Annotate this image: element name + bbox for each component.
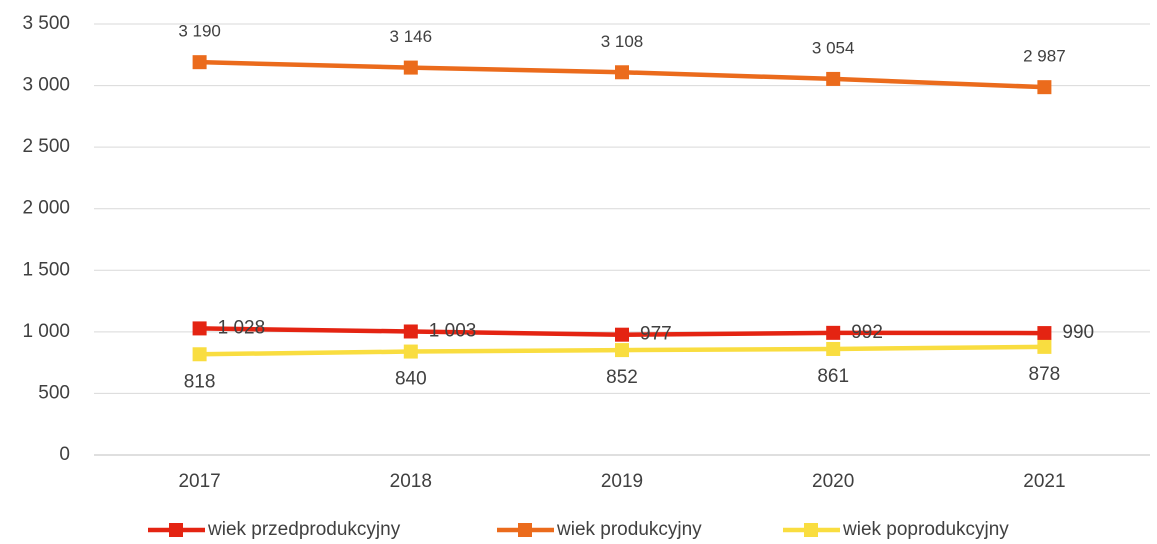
legend-marker: [518, 523, 532, 537]
marker: [826, 325, 841, 340]
data-label: 818: [184, 371, 216, 392]
data-label: 3 054: [812, 38, 855, 57]
data-label: 861: [817, 366, 849, 387]
y-tick-label: 3 500: [22, 13, 70, 34]
data-label: 2 987: [1023, 47, 1066, 66]
data-label: 840: [395, 369, 427, 390]
marker: [1037, 326, 1052, 341]
x-tick-label: 2020: [812, 471, 854, 492]
marker: [192, 321, 207, 336]
y-tick-label: 500: [38, 382, 70, 403]
data-label: 1 003: [429, 321, 477, 342]
data-label: 3 190: [178, 22, 221, 41]
x-tick-label: 2018: [390, 471, 432, 492]
x-tick-label: 2017: [178, 471, 220, 492]
legend-marker: [169, 523, 183, 537]
y-tick-label: 1 000: [22, 321, 70, 342]
legend-label: wiek przedprodukcyjny: [207, 519, 401, 540]
data-label: 977: [640, 324, 672, 345]
data-label: 852: [606, 367, 638, 388]
marker: [403, 324, 418, 339]
data-label: 992: [851, 322, 883, 343]
legend-label: wiek produkcyjny: [556, 519, 702, 540]
marker: [403, 60, 418, 75]
x-tick-label: 2019: [601, 471, 643, 492]
y-tick-label: 2 000: [22, 198, 70, 219]
marker: [615, 65, 629, 80]
data-label: 3 108: [601, 32, 644, 51]
marker: [403, 344, 418, 359]
marker: [192, 55, 207, 70]
y-tick-label: 0: [59, 444, 70, 465]
marker: [615, 343, 629, 358]
marker: [615, 327, 629, 342]
marker: [192, 347, 207, 362]
data-label: 990: [1062, 322, 1094, 343]
x-tick-label: 2021: [1023, 471, 1065, 492]
data-label: 878: [1029, 364, 1061, 385]
data-label: 1 028: [218, 317, 266, 338]
marker: [826, 341, 841, 356]
legend-marker: [804, 523, 818, 537]
marker: [1037, 339, 1052, 354]
y-tick-label: 3 000: [22, 75, 70, 96]
marker: [1037, 80, 1052, 95]
marker: [826, 71, 841, 86]
y-tick-label: 1 500: [22, 259, 70, 280]
y-tick-label: 2 500: [22, 136, 70, 157]
legend-label: wiek poprodukcyjny: [842, 519, 1009, 540]
data-label: 3 146: [390, 27, 433, 46]
